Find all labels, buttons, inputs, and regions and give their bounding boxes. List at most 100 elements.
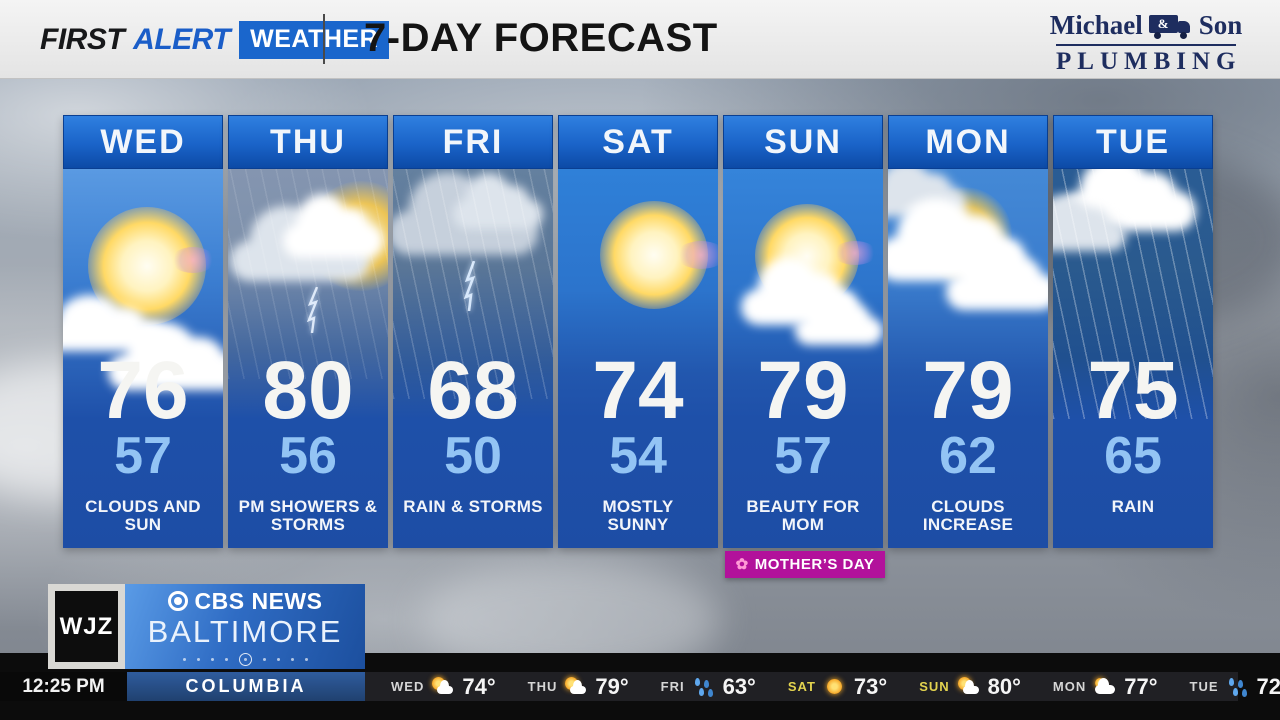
cbs-news-baltimore-logo: CBS NEWS BALTIMORE	[125, 584, 365, 669]
ticker-temp: 63°	[722, 673, 756, 699]
day-label: TUE	[1096, 122, 1170, 161]
active-dot	[238, 652, 252, 666]
cbs-eye-icon	[167, 591, 188, 611]
day-label: FRI	[442, 122, 504, 161]
day-header: WED	[63, 115, 223, 169]
sun-behind-clouds-icon	[888, 169, 1048, 548]
storm-with-sun-icon	[228, 169, 388, 548]
sun-with-cloud-icon	[723, 169, 883, 548]
rain-drops-icon	[1226, 676, 1250, 698]
ticker-temp: 73°	[853, 673, 888, 699]
brand-alert: ALERT	[133, 23, 231, 56]
forecast-ticker: WED 74° THU 79° FRI 63°	[365, 672, 1280, 701]
ticker-temp: 74°	[462, 673, 496, 699]
first-alert-weather-logo: FIRST ALERT WEATHER	[40, 21, 390, 59]
ticker-item-wed: WED 74°	[391, 674, 496, 700]
ticker-item-fri: FRI 63°	[661, 674, 756, 700]
day-label: MON	[925, 122, 1011, 161]
high-temp: 75	[1087, 344, 1179, 436]
high-temp: 79	[922, 344, 1014, 436]
condition-label: BEAUTY FOR MOM	[746, 497, 860, 534]
ticker-temp: 79°	[595, 673, 629, 699]
day-header: THU	[228, 115, 388, 169]
ticker-day: TUE	[1189, 679, 1219, 694]
sponsor-name-left: Michael	[1049, 10, 1143, 40]
top-bar: FIRST ALERT WEATHER 7-DAY FORECAST Micha…	[0, 0, 1280, 79]
condition-label: MOSTLY SUNNY	[602, 497, 674, 534]
cloud-sun-icon	[1093, 676, 1117, 698]
day-label: WED	[100, 122, 186, 161]
forecast-card-wed: WED 76 57 CLOUDS AND SUN	[63, 115, 223, 548]
forecast-card-fri: FRI 68 50 RAIN & STORMS	[393, 115, 553, 548]
badge-label: MOTHER’S DAY	[754, 556, 875, 573]
forecast-card-thu: THU 80 56 PM SHOWERS & STORMS	[228, 115, 388, 548]
sponsor-name: Michael & Son	[1050, 10, 1242, 46]
low-temp: 54	[609, 427, 667, 485]
sponsor-tagline: PLUMBING	[1056, 48, 1242, 75]
sponsor-logo: Michael & Son PLUMBING	[1050, 10, 1243, 76]
condition-label: RAIN & STORMS	[403, 497, 543, 516]
high-temp: 68	[427, 344, 519, 436]
network-name: CBS NEWS	[194, 587, 323, 614]
ticker-item-thu: THU 79°	[528, 674, 629, 700]
wjz-call-letters: WJZ	[55, 591, 118, 662]
day-label: THU	[270, 122, 346, 161]
lightning-icon	[306, 287, 319, 333]
rain-clouds-icon	[1053, 169, 1213, 548]
forecast-card-sat: SAT 74 54 MOSTLY SUNNY	[558, 115, 718, 548]
high-temp: 76	[97, 344, 189, 436]
day-header: SAT	[558, 115, 718, 169]
ticker-temp: 80°	[987, 673, 1021, 699]
day-header: MON	[888, 115, 1048, 169]
day-header: SUN	[723, 115, 883, 169]
day-label: SAT	[602, 122, 674, 161]
sun-cloud-icon	[431, 676, 455, 698]
ticker-day: SAT	[787, 679, 816, 694]
flower-icon: ✿	[735, 556, 749, 573]
day-label: SUN	[764, 122, 842, 161]
forecast-columns: WED 76 57 CLOUDS AND SUN THU	[63, 115, 1213, 548]
page-title: 7-DAY FORECAST	[364, 16, 718, 60]
sun-with-clouds-icon	[63, 169, 223, 548]
high-temp: 79	[757, 344, 849, 436]
ticker-day: THU	[527, 679, 558, 694]
low-temp: 57	[774, 427, 832, 485]
ticker-temp: 72°	[1256, 673, 1280, 699]
divider	[323, 14, 325, 64]
ticker-day: MON	[1052, 679, 1087, 694]
condition-label: PM SHOWERS & STORMS	[238, 497, 378, 534]
city-name: BALTIMORE	[147, 613, 343, 649]
day-header: TUE	[1053, 115, 1213, 169]
brand-first: FIRST	[40, 23, 125, 56]
ticker-day: SUN	[919, 679, 950, 694]
clock: 12:25 PM	[0, 672, 127, 701]
ticker-day: WED	[391, 679, 425, 694]
high-temp: 74	[592, 344, 684, 436]
location-label: COLUMBIA	[127, 672, 365, 701]
lightning-icon	[463, 261, 476, 311]
ticker-day: FRI	[660, 679, 685, 694]
truck-ampersand: &	[1148, 15, 1178, 33]
day-header: FRI	[393, 115, 553, 169]
high-temp: 80	[262, 344, 354, 436]
mothers-day-badge: ✿ MOTHER’S DAY	[725, 551, 885, 578]
forecast-card-sun: SUN 79 57 BEAUTY FOR MOM	[723, 115, 883, 548]
wjz-logo: WJZ	[48, 584, 125, 669]
rain-drops-icon	[692, 676, 716, 698]
sun-cloud-icon	[957, 676, 981, 698]
storm-lightning-icon	[393, 169, 553, 548]
truck-icon: &	[1148, 15, 1193, 41]
sponsor-name-right: Son	[1198, 10, 1243, 40]
condition-label: CLOUDS AND SUN	[85, 497, 201, 534]
forecast-card-tue: TUE 75 65 RAIN	[1053, 115, 1213, 548]
low-temp: 50	[444, 427, 502, 485]
ticker-item-mon: MON 77°	[1053, 674, 1158, 700]
sun-icon	[823, 676, 847, 698]
pagination-dots	[182, 652, 308, 666]
ticker-item-tue: TUE 72°	[1190, 674, 1280, 700]
low-temp: 57	[114, 427, 172, 485]
ticker-item-sun: SUN 80°	[919, 674, 1021, 700]
low-temp: 65	[1104, 427, 1162, 485]
brand-weather: WEATHER	[239, 21, 390, 59]
